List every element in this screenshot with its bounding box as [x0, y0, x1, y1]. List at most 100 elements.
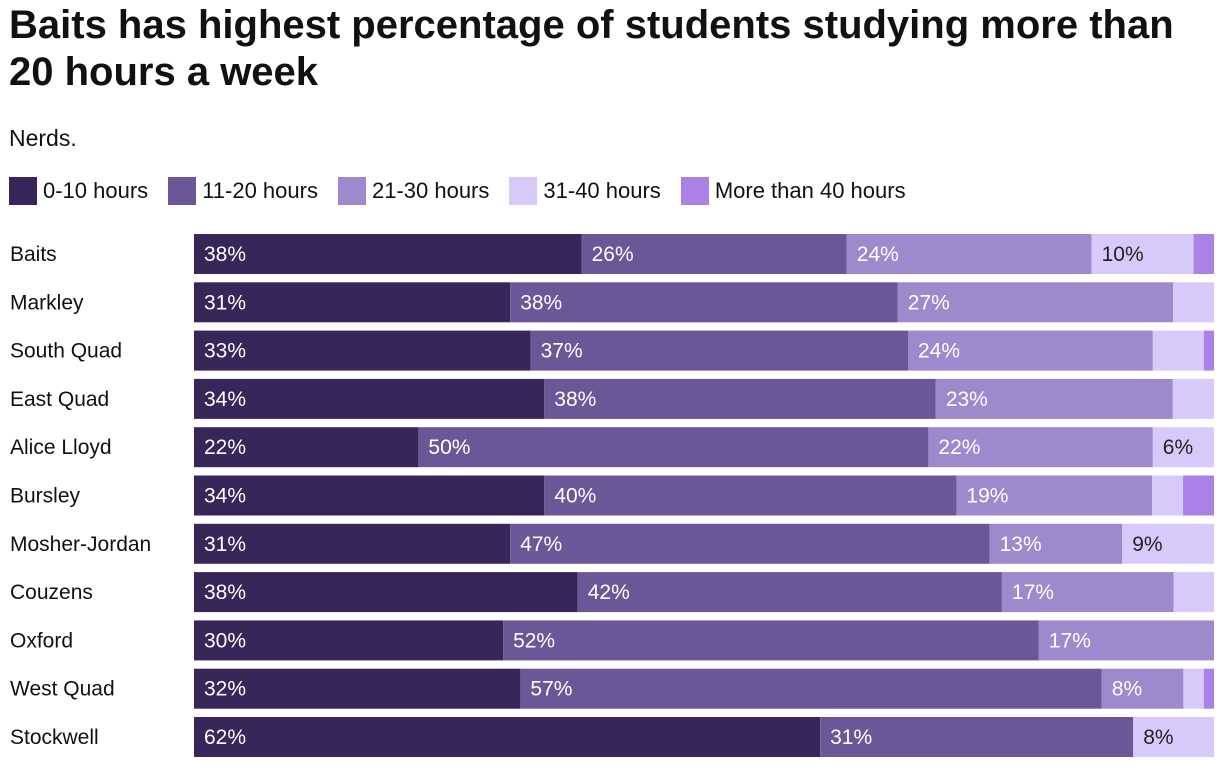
bar-segment-stockwell-31-40-hours — [1133, 717, 1214, 757]
bar-segment-mosher-jordan-21-30-hours — [989, 523, 1123, 564]
legend-label-11-20-hours: 11-20 hours — [202, 178, 318, 203]
data-label-east-quad-0-10-hours: 34% — [204, 388, 246, 411]
bar-segment-east-quad-11-20-hours — [544, 378, 936, 419]
bar-segment-markley-11-20-hours — [510, 282, 898, 323]
bar-segment-couzens-21-30-hours — [1001, 572, 1174, 613]
legend-item-0-10-hours: 0-10 hours — [9, 176, 148, 206]
legend-swatch-31-40-hours — [509, 177, 538, 205]
category-label-south-quad: South Quad — [10, 340, 122, 363]
category-label-alice-lloyd: Alice Lloyd — [10, 436, 112, 459]
category-label-east-quad: East Quad — [10, 388, 109, 411]
bar-segment-couzens-31-40-hours — [1173, 572, 1214, 613]
data-label-alice-lloyd-31-40-hours: 6% — [1163, 436, 1193, 459]
bar-segment-baits-21-30-hours — [846, 234, 1092, 274]
legend: 0-10 hours 11-20 hours 21-30 hours 31-40… — [9, 176, 926, 206]
data-label-couzens-21-30-hours: 17% — [1012, 581, 1054, 604]
legend-swatch-11-20-hours — [168, 177, 197, 205]
bar-segment-couzens-11-20-hours — [577, 572, 1002, 613]
bar-segment-baits-11-20-hours — [581, 234, 847, 274]
data-label-east-quad-11-20-hours: 38% — [554, 388, 596, 411]
bar-segment-baits-31-40-hours — [1091, 234, 1194, 274]
bar-segment-baits-more-than-40-hours — [1193, 234, 1214, 274]
bar-segment-south-quad-more-than-40-hours — [1203, 330, 1214, 371]
bar-segment-mosher-jordan-11-20-hours — [510, 523, 990, 564]
category-label-baits: Baits — [10, 243, 57, 266]
data-label-mosher-jordan-31-40-hours: 9% — [1132, 533, 1162, 556]
legend-label-31-40-hours: 31-40 hours — [543, 178, 661, 203]
legend-swatch-21-30-hours — [337, 177, 366, 205]
bar-segment-stockwell-11-20-hours — [820, 717, 1134, 757]
bar-segment-oxford-21-30-hours — [1038, 620, 1214, 661]
data-label-south-quad-0-10-hours: 33% — [204, 340, 246, 363]
data-label-south-quad-11-20-hours: 37% — [541, 340, 583, 363]
bar-segment-mosher-jordan-0-10-hours — [194, 523, 511, 564]
data-label-bursley-21-30-hours: 19% — [966, 485, 1008, 508]
bar-segment-east-quad-31-40-hours — [1172, 378, 1214, 419]
category-label-mosher-jordan: Mosher-Jordan — [10, 533, 151, 556]
bar-segment-bursley-11-20-hours — [544, 475, 957, 516]
data-label-markley-11-20-hours: 38% — [520, 291, 562, 314]
legend-swatch-more-than-40-hours — [680, 177, 709, 205]
data-label-west-quad-11-20-hours: 57% — [530, 678, 572, 701]
legend-label-more-than-40-hours: More than 40 hours — [714, 178, 906, 203]
data-label-oxford-21-30-hours: 17% — [1049, 629, 1091, 652]
data-label-baits-11-20-hours: 26% — [592, 243, 634, 266]
category-label-stockwell: Stockwell — [10, 726, 99, 749]
bar-segment-west-quad-21-30-hours — [1101, 668, 1184, 709]
data-label-bursley-0-10-hours: 34% — [204, 485, 246, 508]
bar-segment-south-quad-31-40-hours — [1152, 330, 1204, 371]
bar-segment-bursley-31-40-hours — [1152, 475, 1184, 516]
data-label-baits-0-10-hours: 38% — [204, 243, 246, 266]
bar-segment-alice-lloyd-21-30-hours — [928, 427, 1153, 468]
bar-segment-west-quad-more-than-40-hours — [1203, 668, 1214, 709]
data-label-couzens-0-10-hours: 38% — [204, 581, 246, 604]
data-label-markley-21-30-hours: 27% — [908, 291, 950, 314]
category-label-markley: Markley — [10, 291, 84, 314]
legend-item-more-than-40-hours: More than 40 hours — [680, 176, 906, 206]
bar-segment-south-quad-21-30-hours — [908, 330, 1153, 371]
chart-title: Baits has highest percentage of students… — [9, 3, 1174, 94]
legend-item-11-20-hours: 11-20 hours — [168, 176, 318, 206]
data-label-bursley-11-20-hours: 40% — [554, 485, 596, 508]
data-label-west-quad-21-30-hours: 8% — [1112, 678, 1142, 701]
data-label-west-quad-0-10-hours: 32% — [204, 678, 246, 701]
bar-segment-south-quad-0-10-hours — [194, 330, 531, 371]
bar-segment-stockwell-0-10-hours — [194, 717, 821, 757]
bar-segment-bursley-21-30-hours — [956, 475, 1153, 516]
data-label-mosher-jordan-21-30-hours: 13% — [1000, 533, 1042, 556]
data-label-mosher-jordan-0-10-hours: 31% — [204, 533, 246, 556]
legend-item-31-40-hours: 31-40 hours — [509, 176, 661, 206]
data-label-stockwell-31-40-hours: 8% — [1143, 726, 1173, 749]
data-label-mosher-jordan-11-20-hours: 47% — [520, 533, 562, 556]
data-label-baits-31-40-hours: 10% — [1102, 243, 1144, 266]
bar-segment-markley-31-40-hours — [1173, 282, 1214, 323]
bar-segment-east-quad-21-30-hours — [935, 378, 1173, 419]
data-label-alice-lloyd-0-10-hours: 22% — [204, 436, 246, 459]
data-label-markley-0-10-hours: 31% — [204, 291, 246, 314]
data-label-stockwell-0-10-hours: 62% — [204, 726, 246, 749]
data-label-east-quad-21-30-hours: 23% — [946, 388, 988, 411]
data-label-baits-21-30-hours: 24% — [857, 243, 899, 266]
category-label-couzens: Couzens — [10, 581, 93, 604]
bar-segment-alice-lloyd-0-10-hours — [194, 427, 419, 468]
bar-segment-mosher-jordan-31-40-hours — [1122, 523, 1214, 564]
bar-segment-west-quad-31-40-hours — [1183, 668, 1204, 709]
data-label-oxford-0-10-hours: 30% — [204, 629, 246, 652]
category-label-oxford: Oxford — [10, 629, 73, 652]
bar-segment-markley-21-30-hours — [897, 282, 1174, 323]
category-label-west-quad: West Quad — [10, 678, 115, 701]
data-label-oxford-11-20-hours: 52% — [513, 629, 555, 652]
data-label-alice-lloyd-11-20-hours: 50% — [428, 436, 470, 459]
bar-segment-bursley-more-than-40-hours — [1183, 475, 1214, 516]
bar-segment-west-quad-0-10-hours — [194, 668, 521, 709]
legend-label-0-10-hours: 0-10 hours — [43, 178, 149, 203]
legend-swatch-0-10-hours — [9, 177, 37, 205]
data-label-south-quad-21-30-hours: 24% — [918, 340, 960, 363]
bar-segment-bursley-0-10-hours — [194, 475, 545, 516]
bar-segment-south-quad-11-20-hours — [530, 330, 908, 371]
bar-segment-oxford-0-10-hours — [194, 620, 504, 661]
bar-segment-markley-0-10-hours — [194, 282, 511, 323]
bar-segment-west-quad-11-20-hours — [520, 668, 1102, 709]
legend-label-21-30-hours: 21-30 hours — [371, 178, 490, 203]
